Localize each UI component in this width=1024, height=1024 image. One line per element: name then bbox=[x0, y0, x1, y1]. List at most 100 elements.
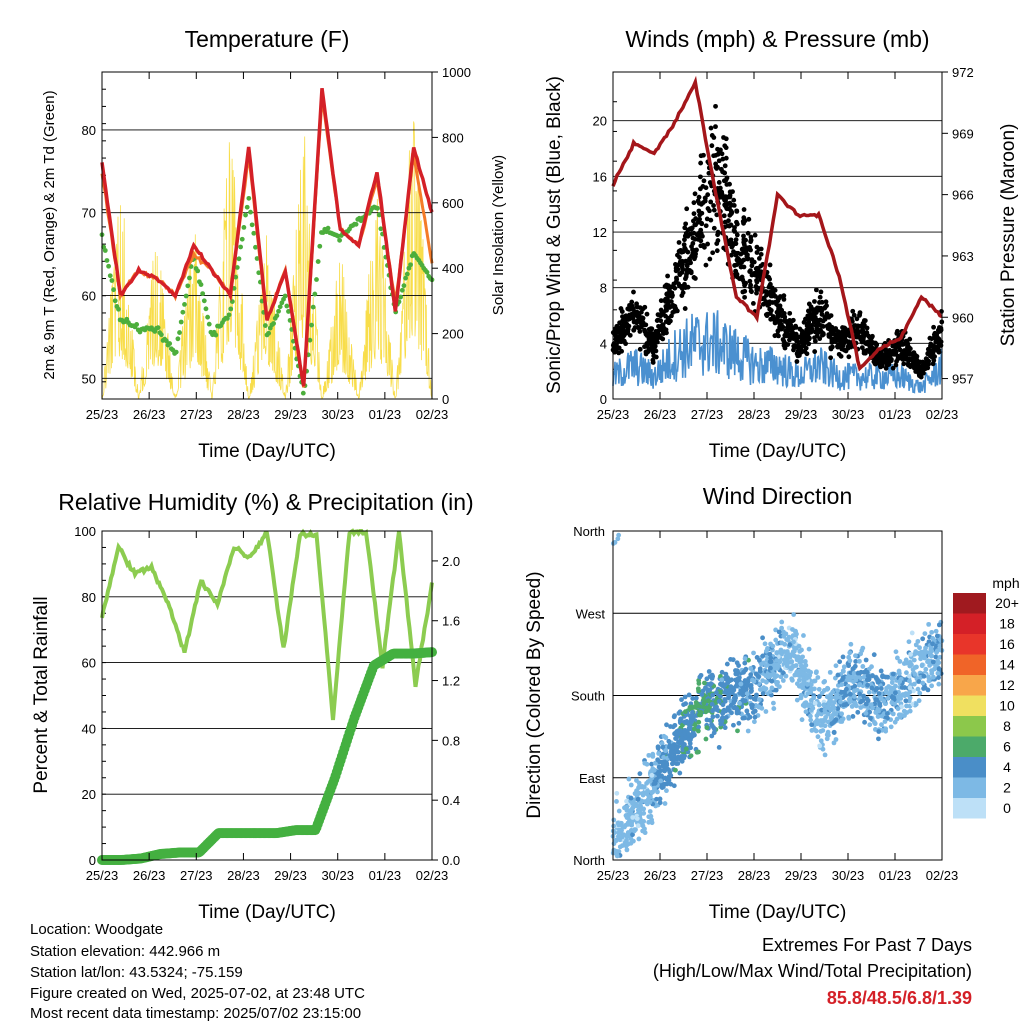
gust-point bbox=[643, 331, 649, 337]
gust-point bbox=[612, 326, 618, 332]
direction-point bbox=[769, 678, 775, 684]
direction-point bbox=[709, 722, 714, 728]
direction-point bbox=[936, 681, 942, 687]
gust-point bbox=[652, 347, 658, 353]
gust-point bbox=[642, 327, 647, 333]
direction-point bbox=[866, 689, 872, 695]
gust-point bbox=[703, 223, 709, 229]
direction-point bbox=[912, 665, 918, 670]
gust-point bbox=[643, 351, 649, 357]
direction-point bbox=[619, 834, 625, 840]
gust-point bbox=[714, 212, 720, 218]
legend-swatch bbox=[953, 613, 986, 634]
dewpoint-point bbox=[244, 204, 250, 210]
direction-point bbox=[735, 676, 740, 682]
direction-point bbox=[931, 674, 936, 680]
gust-point bbox=[748, 288, 754, 294]
gust-point bbox=[827, 322, 832, 328]
direction-point bbox=[624, 798, 629, 804]
wind-xtick-label: 27/23 bbox=[691, 407, 724, 422]
direction-point bbox=[822, 752, 828, 758]
gust-series bbox=[610, 103, 945, 380]
gust-point bbox=[661, 309, 666, 315]
direction-point bbox=[824, 686, 830, 692]
gust-point bbox=[754, 279, 760, 285]
direction-point bbox=[875, 679, 881, 685]
gust-point bbox=[719, 194, 725, 200]
direction-point bbox=[840, 668, 846, 674]
legend-label: 6 bbox=[1003, 739, 1011, 755]
direction-point bbox=[880, 673, 885, 679]
direction-point bbox=[923, 666, 929, 672]
direction-point bbox=[827, 694, 833, 700]
direction-point bbox=[644, 761, 650, 767]
direction-point bbox=[613, 837, 619, 843]
direction-point bbox=[816, 686, 822, 692]
gust-point bbox=[891, 351, 897, 357]
gust-point bbox=[668, 299, 674, 304]
gust-point bbox=[698, 227, 704, 233]
gust-point bbox=[812, 335, 817, 341]
gust-point bbox=[729, 244, 735, 250]
direction-point bbox=[800, 654, 805, 660]
gust-point bbox=[748, 239, 754, 245]
direction-point bbox=[816, 694, 822, 700]
gust-point bbox=[895, 328, 900, 334]
temp-ylabel-left: 2m & 9m T (Red, Orange) & 2m Td (Green) bbox=[41, 90, 58, 379]
gust-point bbox=[658, 318, 664, 324]
direction-point bbox=[667, 744, 672, 750]
rh-y2tick-label: 0.4 bbox=[442, 793, 460, 808]
legend-label: 10 bbox=[999, 698, 1015, 714]
direction-point bbox=[888, 724, 894, 730]
direction-point bbox=[630, 838, 636, 844]
gust-point bbox=[732, 228, 737, 234]
gust-point bbox=[737, 276, 742, 282]
gust-point bbox=[733, 237, 739, 243]
rh-xtick-label: 01/23 bbox=[369, 868, 402, 883]
direction-point bbox=[624, 847, 630, 853]
direction-point bbox=[848, 641, 854, 647]
direction-point bbox=[682, 729, 687, 735]
gust-point bbox=[890, 365, 896, 371]
direction-point bbox=[671, 742, 677, 747]
gust-point bbox=[711, 207, 717, 213]
direction-point bbox=[674, 746, 680, 751]
direction-point bbox=[783, 673, 789, 679]
gust-point bbox=[812, 299, 817, 304]
dewpoint-point bbox=[205, 314, 211, 320]
dewpoint-point bbox=[234, 265, 240, 270]
gust-point bbox=[778, 306, 783, 312]
rh-ytick-label: 0 bbox=[89, 853, 96, 868]
gust-point bbox=[669, 290, 675, 296]
dewpoint-point bbox=[277, 304, 283, 310]
direction-point bbox=[722, 725, 728, 731]
gust-point bbox=[682, 306, 688, 311]
gust-point bbox=[812, 349, 818, 354]
precip-series bbox=[97, 647, 437, 865]
gust-point bbox=[650, 360, 656, 365]
wind-xtick-label: 30/23 bbox=[832, 407, 865, 422]
direction-point bbox=[925, 687, 931, 693]
gust-point bbox=[764, 292, 769, 298]
dewpoint-point bbox=[206, 321, 212, 327]
dewpoint-point bbox=[286, 309, 291, 314]
temp-xtick-label: 28/23 bbox=[227, 407, 260, 422]
gust-point bbox=[683, 221, 689, 227]
direction-point bbox=[852, 688, 857, 694]
direction-point bbox=[806, 646, 812, 652]
gust-point bbox=[798, 339, 804, 345]
gust-point bbox=[618, 331, 623, 337]
direction-point bbox=[852, 683, 858, 689]
gust-point bbox=[734, 208, 740, 214]
direction-point bbox=[696, 719, 702, 725]
direction-point bbox=[800, 702, 806, 708]
gust-point bbox=[918, 374, 924, 380]
direction-point bbox=[825, 732, 831, 738]
direction-point bbox=[757, 687, 763, 692]
direction-point bbox=[751, 650, 756, 656]
direction-point bbox=[696, 688, 701, 694]
dewpoint-point bbox=[167, 341, 173, 346]
direction-point bbox=[636, 790, 642, 796]
direction-point bbox=[903, 698, 909, 704]
gust-point bbox=[843, 332, 848, 338]
